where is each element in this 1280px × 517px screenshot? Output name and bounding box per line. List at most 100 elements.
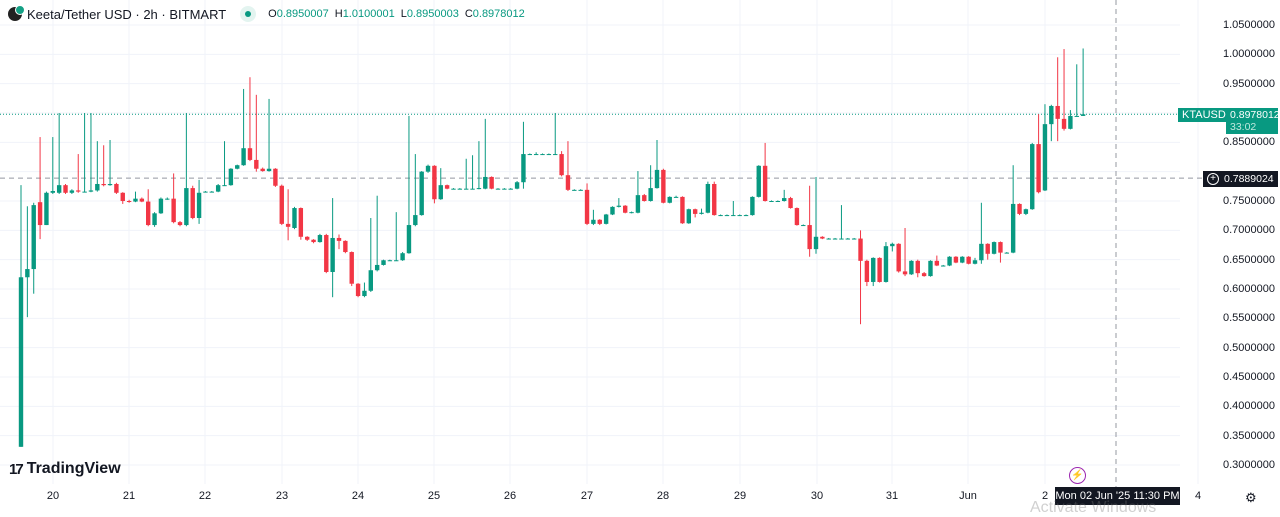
candle-body [896, 243, 901, 272]
candle [654, 139, 660, 189]
price-axis-label: 0.7500000 [1223, 195, 1275, 207]
candle [966, 256, 971, 265]
candle-body [845, 238, 850, 240]
candle [279, 184, 284, 226]
candle [851, 237, 857, 240]
candle-body [444, 185, 450, 189]
candle [444, 184, 450, 190]
candle-body [425, 165, 431, 172]
candle [1030, 142, 1035, 210]
market-status-icon[interactable] [240, 6, 257, 22]
candle-body [196, 192, 202, 219]
candle [50, 137, 55, 194]
time-axis-label: 30 [810, 490, 824, 502]
candle-body [1061, 118, 1067, 129]
candle-body [432, 165, 437, 200]
candle [616, 198, 622, 208]
candle [546, 153, 552, 156]
candle-body [1055, 105, 1060, 119]
candle [266, 98, 272, 172]
candle [126, 199, 132, 203]
candle [387, 259, 393, 262]
add-alert-plus-icon[interactable]: + [1207, 173, 1219, 185]
candle-body [31, 205, 36, 270]
candle [400, 252, 405, 261]
candle [521, 121, 526, 189]
candle-body [203, 191, 208, 193]
candle-body [762, 165, 768, 202]
candle [31, 202, 36, 294]
price-axis-label: 0.4500000 [1223, 371, 1275, 383]
candle [114, 182, 119, 194]
candle [1068, 110, 1073, 130]
candle [991, 241, 997, 255]
candle [960, 256, 965, 264]
candle-body [165, 198, 170, 200]
candle [464, 158, 469, 190]
candle [941, 264, 946, 267]
candle-body [705, 183, 711, 213]
candle-body [451, 188, 456, 190]
candle [680, 196, 685, 224]
candle-body [387, 260, 393, 262]
candle-body [769, 201, 774, 203]
candle-body [292, 208, 297, 228]
candle-body [355, 283, 361, 297]
candle [222, 141, 227, 187]
price-axis-label: 0.7000000 [1223, 224, 1275, 237]
symbol-logo-icon [8, 5, 25, 21]
candle [635, 171, 641, 214]
candle [406, 115, 412, 254]
candle-body [953, 256, 959, 263]
candle [839, 205, 844, 240]
candle [896, 243, 901, 273]
candle-body [298, 208, 304, 237]
candle-body [50, 191, 55, 193]
candle [203, 191, 208, 193]
candle-body [495, 188, 501, 190]
candle [610, 206, 615, 216]
candle [107, 139, 113, 186]
low-value: L0.8950003 [400, 8, 459, 20]
candle [241, 88, 246, 166]
candle-body [572, 189, 577, 191]
windows-activation-watermark: Activate Windows [1030, 499, 1157, 516]
candle-body [979, 243, 984, 261]
settings-gear-icon[interactable]: ⚙ [1245, 490, 1257, 505]
tradingview-logo[interactable]: 17 TradingView [9, 460, 121, 478]
lightning-event-icon[interactable]: ⚡ [1069, 467, 1086, 484]
candle [801, 224, 806, 227]
candle [82, 113, 87, 193]
candle [591, 209, 596, 226]
crosshair-time-label: Mon 02 Jun '25 11:30 PM [1055, 487, 1180, 505]
candle [642, 193, 647, 202]
candle-body [1074, 115, 1079, 117]
candle-body [807, 225, 812, 250]
candle-body [114, 183, 119, 193]
candle [324, 233, 329, 274]
candle [1080, 48, 1086, 116]
candle-body [623, 205, 628, 213]
candle [845, 237, 850, 240]
candle-body [241, 148, 246, 166]
candle [355, 283, 361, 298]
candle [603, 213, 609, 225]
candle [731, 201, 736, 217]
candle [1010, 165, 1016, 254]
candle [489, 176, 494, 190]
price-axis-label: 0.5500000 [1223, 312, 1275, 325]
candle-body [603, 214, 609, 224]
candle-body [483, 176, 488, 189]
candle [699, 208, 704, 215]
candle [947, 256, 952, 267]
candle [972, 257, 978, 265]
candle-body [788, 198, 793, 209]
candle-body [273, 168, 278, 186]
candle-body [508, 188, 513, 190]
candle [305, 236, 310, 241]
symbol-title[interactable]: Keeta/Tether USD · 2h · BITMART [27, 6, 227, 22]
candle-body [521, 154, 526, 183]
candle [832, 237, 838, 240]
candle-body [578, 189, 583, 191]
